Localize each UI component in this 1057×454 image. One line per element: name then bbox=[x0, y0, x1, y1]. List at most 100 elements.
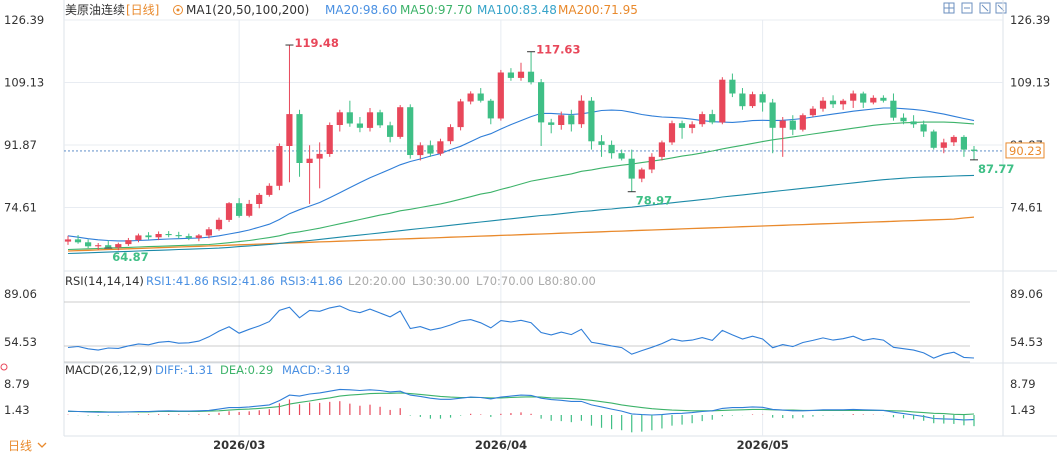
axis-labels: 126.39126.39109.13109.1391.8791.8774.617… bbox=[4, 13, 1050, 452]
candle-body bbox=[276, 146, 283, 186]
rsi-y-tick-left: 54.53 bbox=[4, 335, 37, 349]
macd-y-tick-right: 1.43 bbox=[1010, 403, 1036, 417]
candle-body bbox=[729, 79, 736, 94]
candle-body bbox=[860, 93, 867, 103]
candle bbox=[155, 231, 162, 241]
rsi-y-tick-right: 89.06 bbox=[1010, 287, 1043, 301]
candle-body bbox=[205, 229, 212, 236]
candle-body bbox=[749, 94, 756, 107]
candle bbox=[467, 91, 474, 105]
ma100-line bbox=[67, 174, 975, 255]
price-y-tick-right: 109.13 bbox=[1010, 76, 1050, 90]
candle-body bbox=[336, 112, 343, 125]
candle-body bbox=[920, 124, 927, 132]
zoom-icon[interactable] bbox=[961, 2, 973, 14]
candle-body bbox=[105, 245, 112, 248]
candle-body bbox=[175, 235, 182, 237]
candle bbox=[135, 233, 142, 243]
candle bbox=[306, 145, 313, 204]
candle bbox=[336, 109, 343, 132]
candle bbox=[729, 73, 736, 98]
candle bbox=[517, 62, 525, 81]
candle-body bbox=[759, 94, 766, 103]
candle-body bbox=[437, 141, 444, 154]
candle-body bbox=[598, 141, 605, 145]
candle bbox=[145, 232, 152, 240]
candle bbox=[970, 145, 978, 160]
candle bbox=[850, 90, 857, 108]
instrument-title: 美原油连续 bbox=[65, 2, 125, 17]
candle bbox=[950, 135, 957, 146]
crosshair-icon[interactable] bbox=[943, 2, 955, 14]
candle bbox=[447, 124, 454, 145]
candle bbox=[930, 129, 937, 150]
candle bbox=[709, 109, 716, 125]
period-switch-label[interactable]: 日线 bbox=[8, 439, 32, 453]
candle bbox=[779, 117, 786, 157]
candle bbox=[256, 193, 263, 209]
candle-body bbox=[829, 100, 837, 105]
candle bbox=[487, 98, 494, 125]
candle bbox=[699, 111, 706, 127]
candle-body bbox=[880, 97, 887, 101]
candle-body bbox=[527, 71, 535, 83]
candle-body bbox=[779, 120, 786, 128]
candle bbox=[457, 98, 464, 131]
candle-body bbox=[286, 114, 293, 146]
candle bbox=[678, 120, 686, 139]
period-tag[interactable]: [日线] bbox=[126, 3, 159, 17]
price-y-tick-left: 74.61 bbox=[4, 201, 37, 215]
candle bbox=[85, 239, 92, 249]
candle bbox=[296, 109, 303, 177]
rsi-line bbox=[67, 305, 975, 359]
candle-body bbox=[548, 122, 555, 125]
candle bbox=[648, 153, 655, 174]
candle bbox=[638, 167, 645, 183]
candle bbox=[829, 95, 837, 108]
candle-body bbox=[819, 100, 827, 109]
macd-value-readout: MACD:-3.19 bbox=[282, 363, 350, 377]
candle bbox=[749, 91, 756, 108]
candle-body bbox=[215, 219, 223, 230]
candle bbox=[366, 107, 374, 132]
current-price-tag bbox=[1005, 142, 1045, 159]
candle bbox=[165, 231, 172, 238]
chevron-down-icon bbox=[37, 442, 47, 448]
fullscreen-icon[interactable] bbox=[995, 2, 1007, 14]
candle bbox=[789, 115, 796, 136]
candle-body bbox=[457, 101, 464, 128]
candle bbox=[840, 98, 847, 110]
candle bbox=[759, 91, 766, 112]
candle bbox=[618, 149, 625, 161]
candle bbox=[266, 183, 273, 197]
candle-body bbox=[850, 93, 857, 101]
ma200-readout: MA200:71.95 bbox=[558, 3, 638, 17]
candle-body bbox=[739, 93, 746, 107]
candle bbox=[74, 235, 82, 244]
candle-body bbox=[225, 203, 233, 220]
candle-body bbox=[246, 203, 253, 216]
period-switch-button[interactable]: 日线 bbox=[8, 439, 47, 453]
candle bbox=[608, 140, 615, 159]
candle-body bbox=[699, 114, 706, 125]
rsi3-readout: RSI3:41.86 bbox=[280, 274, 343, 288]
candle bbox=[920, 120, 927, 137]
candle bbox=[387, 121, 394, 143]
macd-dea-line bbox=[68, 392, 975, 416]
low-annotation: 87.77 bbox=[978, 162, 1014, 176]
candle bbox=[739, 88, 746, 110]
candle bbox=[588, 97, 595, 150]
settings-icon[interactable] bbox=[173, 5, 183, 15]
collapse-icon[interactable] bbox=[0, 363, 8, 371]
price-y-tick-left: 109.13 bbox=[4, 76, 44, 90]
candle bbox=[527, 51, 535, 85]
candle bbox=[376, 109, 384, 128]
price-y-tick-right: 74.61 bbox=[1010, 201, 1043, 215]
candle bbox=[417, 142, 424, 161]
candle bbox=[64, 235, 72, 245]
candle-body bbox=[900, 117, 907, 122]
macd-diff-line bbox=[67, 388, 975, 421]
candle-body bbox=[64, 239, 72, 242]
expand-icon[interactable] bbox=[979, 2, 991, 14]
candle-body bbox=[789, 120, 796, 130]
